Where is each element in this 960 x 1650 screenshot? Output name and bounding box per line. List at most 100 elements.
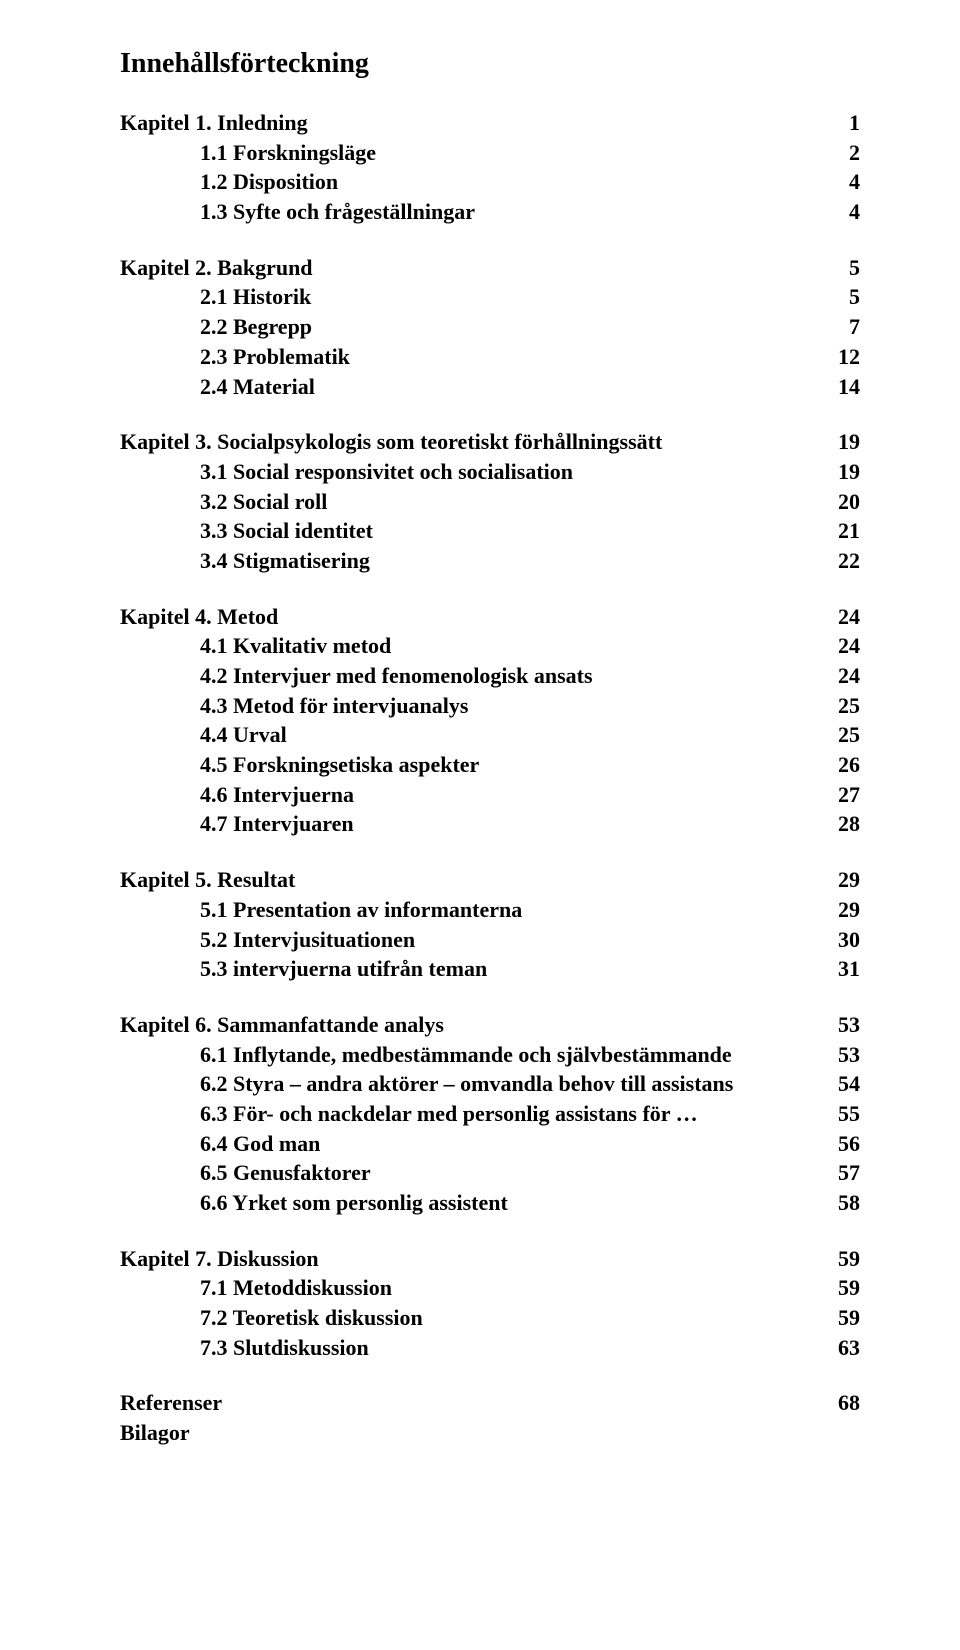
toc-page-number: 29: [814, 895, 860, 925]
toc-page-number: 5: [825, 282, 860, 312]
toc-page-number: 4: [825, 167, 860, 197]
toc-chapter-row: Kapitel 3. Socialpsykologis som teoretis…: [120, 427, 860, 457]
toc-page-number: 2: [825, 138, 860, 168]
toc-sub-label: 4.2 Intervjuer med fenomenologisk ansats: [120, 661, 593, 691]
toc-page-number: 25: [814, 720, 860, 750]
toc-page-number: 12: [814, 342, 860, 372]
toc-sub-row: 1.2 Disposition 4: [120, 167, 860, 197]
toc-page-number: 63: [814, 1333, 860, 1363]
toc-page-number: 53: [814, 1010, 860, 1040]
toc-sub-row: 2.3 Problematik 12: [120, 342, 860, 372]
toc-sub-label: 6.2 Styra – andra aktörer – omvandla beh…: [120, 1069, 733, 1099]
toc-sub-row: 1.1 Forskningsläge2: [120, 138, 860, 168]
toc-sub-label: 1.3 Syfte och frågeställningar: [120, 197, 475, 227]
toc-sub-row: 3.4 Stigmatisering22: [120, 546, 860, 576]
toc-sub-row: 4.1 Kvalitativ metod24: [120, 631, 860, 661]
toc-sub-row: 4.3 Metod för intervjuanalys 25: [120, 691, 860, 721]
toc-sub-row: 2.1 Historik 5: [120, 282, 860, 312]
toc-tail: Referenser68Bilagor: [120, 1388, 860, 1447]
toc-page-number: 27: [814, 780, 860, 810]
toc-sub-label: 7.2 Teoretisk diskussion: [120, 1303, 423, 1333]
toc-page-number: 54: [814, 1069, 860, 1099]
toc-chapter-row: Bilagor: [120, 1418, 860, 1448]
toc-page-number: 26: [814, 750, 860, 780]
toc-page-number: 7: [825, 312, 860, 342]
toc-page-number: 22: [814, 546, 860, 576]
toc-page-number: 28: [814, 809, 860, 839]
toc-chapter-row: Kapitel 4. Metod24: [120, 602, 860, 632]
toc-body: Kapitel 1. Inledning 11.1 Forskningsläge2…: [120, 108, 860, 1448]
toc-sub-row: 6.6 Yrket som personlig assistent58: [120, 1188, 860, 1218]
toc-sub-label: 2.3 Problematik: [120, 342, 350, 372]
toc-page-number: 55: [814, 1099, 860, 1129]
toc-sub-label: 4.4 Urval: [120, 720, 287, 750]
toc-sub-label: 1.2 Disposition: [120, 167, 338, 197]
toc-sub-label: 3.2 Social roll: [120, 487, 327, 517]
toc-sub-label: 6.1 Inflytande, medbestämmande och själv…: [120, 1040, 732, 1070]
toc-page-number: 24: [814, 631, 860, 661]
toc-page-number: 24: [814, 661, 860, 691]
toc-sub-row: 6.5 Genusfaktorer 57: [120, 1158, 860, 1188]
toc-sub-row: 4.4 Urval 25: [120, 720, 860, 750]
toc-sub-label: 5.2 Intervjusituationen: [120, 925, 415, 955]
toc-chapter-label: Kapitel 4. Metod: [120, 602, 278, 632]
toc-chapter-row: Kapitel 7. Diskussion59: [120, 1244, 860, 1274]
toc-sub-row: 3.1 Social responsivitet och socialisati…: [120, 457, 860, 487]
toc-sub-label: 6.5 Genusfaktorer: [120, 1158, 371, 1188]
toc-page-number: 68: [814, 1388, 860, 1418]
toc-sub-label: 6.3 För- och nackdelar med personlig ass…: [120, 1099, 698, 1129]
toc-page-number: 5: [825, 253, 860, 283]
toc-sub-row: 3.3 Social identitet21: [120, 516, 860, 546]
toc-page-number: 57: [814, 1158, 860, 1188]
toc-sub-row: 4.6 Intervjuerna 27: [120, 780, 860, 810]
toc-page-number: 25: [814, 691, 860, 721]
toc-chapter-label: Kapitel 6. Sammanfattande analys: [120, 1010, 444, 1040]
toc-sub-row: 1.3 Syfte och frågeställningar 4: [120, 197, 860, 227]
toc-sub-row: 6.1 Inflytande, medbestämmande och själv…: [120, 1040, 860, 1070]
toc-page-number: 59: [814, 1244, 860, 1274]
toc-sub-row: 2.4 Material14: [120, 372, 860, 402]
toc-sub-label: 2.2 Begrepp: [120, 312, 312, 342]
toc-sub-label: 2.1 Historik: [120, 282, 311, 312]
toc-chapter-row: Referenser68: [120, 1388, 860, 1418]
toc-chapter-row: Kapitel 6. Sammanfattande analys 53: [120, 1010, 860, 1040]
toc-title: Innehållsförteckning: [120, 48, 860, 80]
toc-sub-label: 3.1 Social responsivitet och socialisati…: [120, 457, 573, 487]
toc-sub-row: 6.2 Styra – andra aktörer – omvandla beh…: [120, 1069, 860, 1099]
toc-sub-row: 4.2 Intervjuer med fenomenologisk ansats…: [120, 661, 860, 691]
toc-sub-row: 6.3 För- och nackdelar med personlig ass…: [120, 1099, 860, 1129]
toc-page-number: 1: [825, 108, 860, 138]
toc-page-number: 59: [814, 1273, 860, 1303]
toc-page-number: 30: [814, 925, 860, 955]
toc-page-number: 19: [814, 457, 860, 487]
toc-sub-label: 4.3 Metod för intervjuanalys: [120, 691, 468, 721]
toc-chapter-row: Kapitel 2. Bakgrund 5: [120, 253, 860, 283]
toc-sub-label: 6.4 God man: [120, 1129, 320, 1159]
toc-chapter-label: Kapitel 1. Inledning: [120, 108, 308, 138]
toc-sub-label: 6.6 Yrket som personlig assistent: [120, 1188, 508, 1218]
toc-sub-row: 3.2 Social roll 20: [120, 487, 860, 517]
toc-sub-row: 7.3 Slutdiskussion 63: [120, 1333, 860, 1363]
toc-sub-label: 4.7 Intervjuaren: [120, 809, 354, 839]
toc-page-number: 56: [814, 1129, 860, 1159]
toc-page-number: 31: [814, 954, 860, 984]
toc-sub-label: 4.5 Forskningsetiska aspekter: [120, 750, 479, 780]
toc-sub-label: 4.6 Intervjuerna: [120, 780, 354, 810]
toc-page-number: 4: [825, 197, 860, 227]
toc-sub-row: 6.4 God man 56: [120, 1129, 860, 1159]
toc-sub-row: 5.3 intervjuerna utifrån teman 31: [120, 954, 860, 984]
toc-sub-label: 7.3 Slutdiskussion: [120, 1333, 369, 1363]
toc-page-number: 19: [814, 427, 860, 457]
toc-chapter-label: Kapitel 3. Socialpsykologis som teoretis…: [120, 427, 662, 457]
toc-sub-label: 2.4 Material: [120, 372, 315, 402]
toc-page-number: 59: [814, 1303, 860, 1333]
toc-page-number: 20: [814, 487, 860, 517]
toc-page-number: 29: [814, 865, 860, 895]
toc-chapter-label: Kapitel 2. Bakgrund: [120, 253, 313, 283]
toc-sub-row: 5.1 Presentation av informanterna29: [120, 895, 860, 925]
toc-sub-row: 5.2 Intervjusituationen 30: [120, 925, 860, 955]
toc-page-number: 53: [814, 1040, 860, 1070]
toc-sub-label: 7.1 Metoddiskussion: [120, 1273, 392, 1303]
toc-sub-label: 5.3 intervjuerna utifrån teman: [120, 954, 487, 984]
toc-sub-row: 4.7 Intervjuaren 28: [120, 809, 860, 839]
